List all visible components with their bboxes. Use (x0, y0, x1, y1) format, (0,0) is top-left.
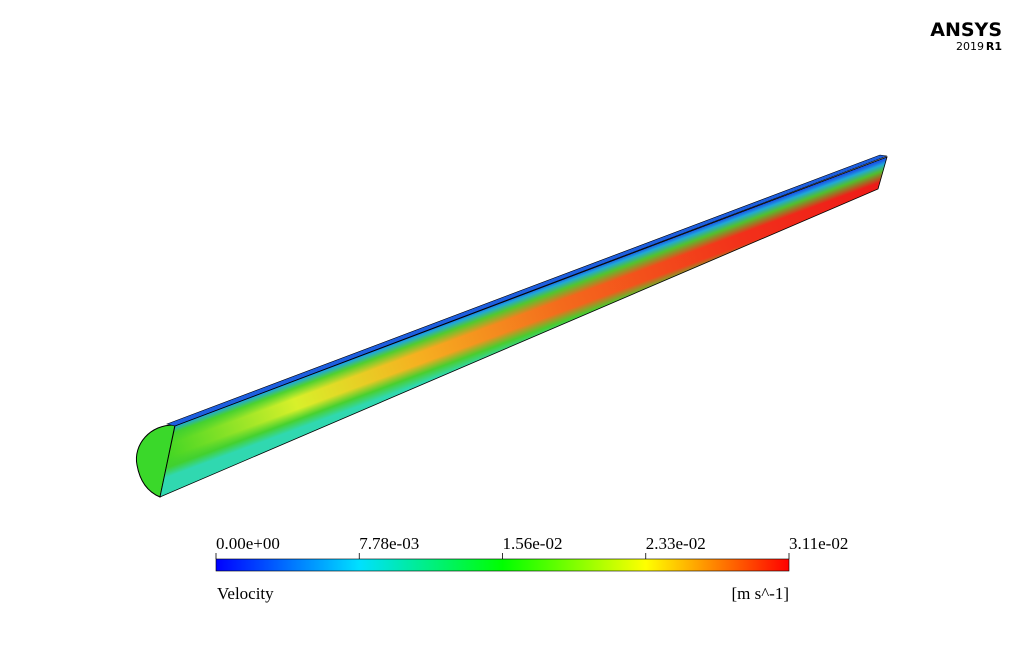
logo: ANSYS 2019 R1 (930, 19, 1002, 53)
legend-tick-label: 3.11e-02 (789, 534, 848, 553)
legend-tick-label: 0.00e+00 (216, 534, 280, 553)
legend-tick-label: 1.56e-02 (503, 534, 563, 553)
legend-tick-label: 7.78e-03 (359, 534, 419, 553)
legend-variable: Velocity (217, 584, 274, 603)
cut-plane-edges (159, 156, 888, 498)
legend-units: [m s^-1] (731, 584, 789, 603)
color-bar (215, 558, 790, 572)
logo-year: 2019 (956, 40, 984, 53)
color-legend: Velocity [m s^-1] 0.00e+00 7.78e-03 1.56e-… (215, 534, 848, 603)
pipe-wall (165, 154, 888, 427)
pipe-model (135, 154, 888, 498)
legend-tick-label: 2.33e-02 (646, 534, 706, 553)
logo-release: R1 (986, 40, 1002, 53)
logo-brand: ANSYS (930, 19, 1002, 41)
inlet-face (135, 424, 176, 498)
